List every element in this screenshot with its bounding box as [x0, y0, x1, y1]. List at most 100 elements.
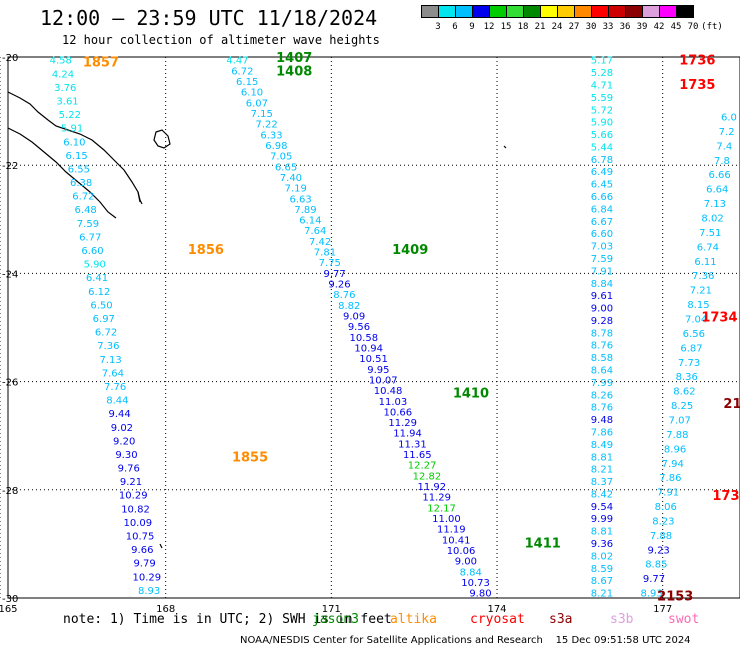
pass-time-1735: 1735 — [679, 78, 715, 93]
wave-height-value: 5.90 — [591, 118, 613, 129]
wave-height-value: 10.58 — [349, 333, 378, 344]
wave-height-value: 8.37 — [591, 477, 613, 488]
wave-height-value: 9.44 — [109, 409, 131, 420]
lat-label--24: -24 — [2, 269, 18, 280]
wave-height-value: 6.77 — [79, 232, 101, 243]
legend-tick-70: 70 — [687, 22, 699, 32]
wave-height-value: 7.81 — [314, 248, 336, 259]
footer-credit: NOAA/NESDIS Center for Satellite Applica… — [240, 635, 691, 646]
legend-unit: (ft) — [701, 22, 723, 32]
wave-height-value: 8.81 — [591, 452, 613, 463]
track-1407-1411: 4.476.726.156.106.077.157.226.336.987.05… — [226, 56, 491, 600]
wave-height-value: 8.96 — [664, 444, 686, 455]
wave-height-value: 8.02 — [701, 213, 723, 224]
lat-label--28: -28 — [2, 486, 18, 497]
wave-height-value: 10.73 — [461, 578, 490, 589]
wave-height-value: 6.72 — [72, 192, 94, 203]
wave-height-value: 8.26 — [591, 390, 613, 401]
wave-height-value: 7.76 — [104, 382, 126, 393]
legend-tick-45: 45 — [670, 22, 682, 32]
wave-height-value: 9.61 — [591, 291, 613, 302]
map-title: 12:00 — 23:59 UTC 11/18/2024 — [40, 6, 378, 30]
units-note: note: 1) Time is in UTC; 2) SWH is in fe… — [63, 612, 392, 627]
wave-height-value: 6.74 — [697, 242, 719, 253]
legend-tick-9: 9 — [469, 22, 475, 32]
pass-time-1408: 1408 — [276, 65, 312, 80]
wave-height-value: 6.66 — [708, 170, 730, 181]
wave-height-value: 9.99 — [591, 514, 613, 525]
wave-height-value: 8.44 — [106, 396, 128, 407]
lat-label--22: -22 — [2, 161, 18, 172]
wave-height-value: 4.58 — [50, 56, 72, 67]
wave-height-value: 10.75 — [126, 532, 155, 543]
satellite-swot: swot — [668, 612, 700, 627]
pass-time-1410: 1410 — [453, 386, 489, 401]
wave-height-value: 8.76 — [591, 403, 613, 414]
wave-height-value: 6.50 — [90, 300, 112, 311]
wave-height-value: 9.80 — [469, 589, 491, 600]
legend-swatch-70 — [676, 5, 694, 18]
pass-time-1407: 1407 — [276, 51, 312, 66]
wave-height-value: 11.65 — [403, 450, 432, 461]
legend-tick-12: 12 — [483, 22, 495, 32]
wave-height-value: 8.42 — [591, 489, 613, 500]
wave-height-value: 7.73 — [678, 358, 700, 369]
wave-height-value: 7.05 — [270, 152, 292, 163]
wave-height-value: 7.88 — [666, 430, 688, 441]
wave-height-value: 5.44 — [591, 142, 613, 153]
wave-height-value: 7.19 — [285, 184, 307, 195]
wave-height-value: 9.77 — [324, 269, 346, 280]
legend-tick-33: 33 — [602, 22, 614, 32]
wave-height-value: 9.79 — [133, 559, 155, 570]
legend-tick-6: 6 — [452, 22, 458, 32]
wave-height-value: 9.00 — [455, 557, 477, 568]
pass-time-1734: 1734 — [701, 311, 737, 326]
wave-height-value: 8.81 — [591, 527, 613, 538]
wave-height-value: 8.02 — [591, 551, 613, 562]
wave-height-value: 7.94 — [662, 459, 684, 470]
wave-height-value: 7.04 — [685, 314, 707, 325]
satellite-s3b: s3b — [610, 612, 634, 627]
wave-height-value: 9.28 — [591, 316, 613, 327]
wave-height-value: 6.0 — [721, 113, 737, 124]
wave-height-value: 9.66 — [131, 545, 153, 556]
wave-height-value: 12.27 — [408, 461, 437, 472]
wave-height-value: 10.29 — [119, 491, 148, 502]
wave-height-value: 11.19 — [437, 525, 466, 536]
wave-height-value: 6.97 — [93, 314, 115, 325]
wave-height-value: 11.29 — [422, 493, 451, 504]
track-1855-1857: 4.58 4.24 3.76 3.61 5.22 5.91 6.10 6.15 6.55 6.38… — [50, 56, 162, 597]
wave-height-value: 7.13 — [704, 199, 726, 210]
wave-height-value: 6.10 — [241, 88, 263, 99]
wave-height-value: 10.66 — [384, 407, 413, 418]
wave-height-value: 8.67 — [591, 576, 613, 587]
wave-height-value: 6.10 — [63, 137, 85, 148]
wave-height-value: 7.2 — [719, 127, 735, 138]
wave-height-value: 11.94 — [393, 429, 422, 440]
lat-lon-grid — [0, 56, 740, 599]
wave-height-value: 9.56 — [348, 322, 370, 333]
satellite-cryosat: cryosat — [470, 612, 525, 627]
wave-height-value: 6.98 — [265, 141, 287, 152]
wave-height-value: 7.15 — [251, 109, 273, 120]
wave-height-value: 6.55 — [68, 164, 90, 175]
coastline — [7, 91, 507, 549]
wave-height-value: 6.38 — [70, 178, 92, 189]
wave-height-value: 8.58 — [591, 353, 613, 364]
wave-height-value: 12.17 — [427, 503, 456, 514]
pass-time-1733: 1733 — [712, 489, 740, 504]
wave-height-value: 7.8 — [714, 156, 730, 167]
legend-tick-27: 27 — [568, 22, 580, 32]
wave-height-value: 6.60 — [591, 229, 613, 240]
wave-height-value: 8.85 — [645, 560, 667, 571]
wave-height-value: 6.63 — [290, 194, 312, 205]
wave-height-value: 10.09 — [123, 518, 152, 529]
wave-height-value: 10.48 — [374, 386, 403, 397]
wave-height-value: 7.89 — [294, 205, 316, 216]
wave-height-value: 4.47 — [226, 56, 248, 67]
wave-height-value: 6.78 — [591, 155, 613, 166]
lon-label-174: 174 — [487, 604, 506, 615]
wave-height-value: 7.64 — [102, 368, 124, 379]
wave-height-value: 4.24 — [52, 69, 74, 80]
